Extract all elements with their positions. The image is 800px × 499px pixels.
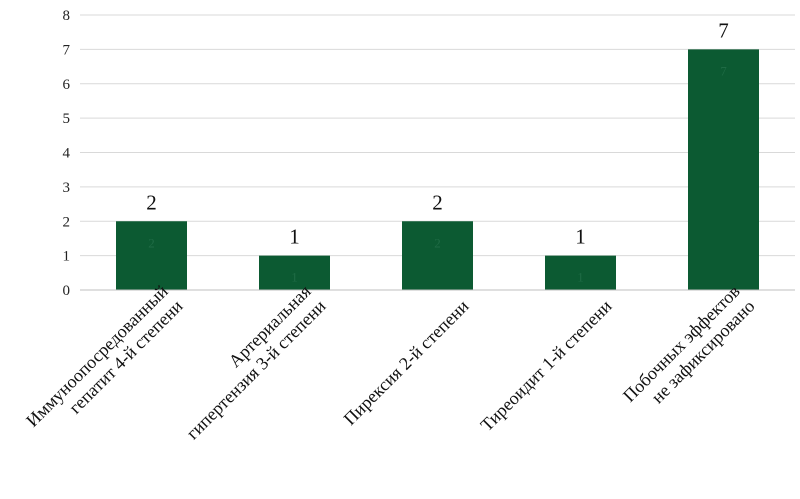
category-label-line: Тиреоидит 1-й степени <box>476 296 615 435</box>
y-tick-label: 8 <box>63 8 71 24</box>
y-axis-tick-labels: 0 1 2 3 4 5 6 7 8 <box>63 8 71 299</box>
data-label: 2 <box>432 190 443 214</box>
bar <box>545 255 616 290</box>
data-label: 2 <box>146 190 157 214</box>
category-label-line: Иммуноопосредованный <box>22 281 172 431</box>
y-tick-label: 3 <box>63 180 71 196</box>
bar <box>688 49 759 290</box>
y-tick-label: 5 <box>63 111 71 127</box>
bar-inner-label: 1 <box>577 270 584 285</box>
bar <box>402 221 473 290</box>
bar-inner-label: 7 <box>720 63 727 78</box>
category-label-line: Пирексия 2-й степени <box>340 296 473 429</box>
y-tick-label: 1 <box>63 249 71 265</box>
data-label: 7 <box>718 18 729 42</box>
y-tick-label: 7 <box>63 42 71 58</box>
bar-inner-label: 2 <box>434 235 441 250</box>
bar <box>116 221 187 290</box>
bar-inner-label: 2 <box>148 235 155 250</box>
category-label-line: гипертензия 3-й степени <box>182 296 330 444</box>
y-tick-label: 2 <box>63 214 71 230</box>
gridlines <box>80 14 795 257</box>
y-tick-label: 4 <box>63 146 71 162</box>
category-label: Пирексия 2-й степени <box>340 296 473 429</box>
data-labels: 2 2 1 1 2 2 1 1 7 7 <box>146 18 729 284</box>
bars <box>116 49 759 290</box>
data-label: 1 <box>575 225 586 249</box>
category-label: Тиреоидит 1-й степени <box>476 296 615 435</box>
bar-inner-label: 1 <box>291 270 298 285</box>
data-label: 1 <box>289 225 300 249</box>
bar <box>259 255 330 290</box>
y-tick-label: 6 <box>63 77 71 93</box>
y-tick-label: 0 <box>63 283 71 299</box>
